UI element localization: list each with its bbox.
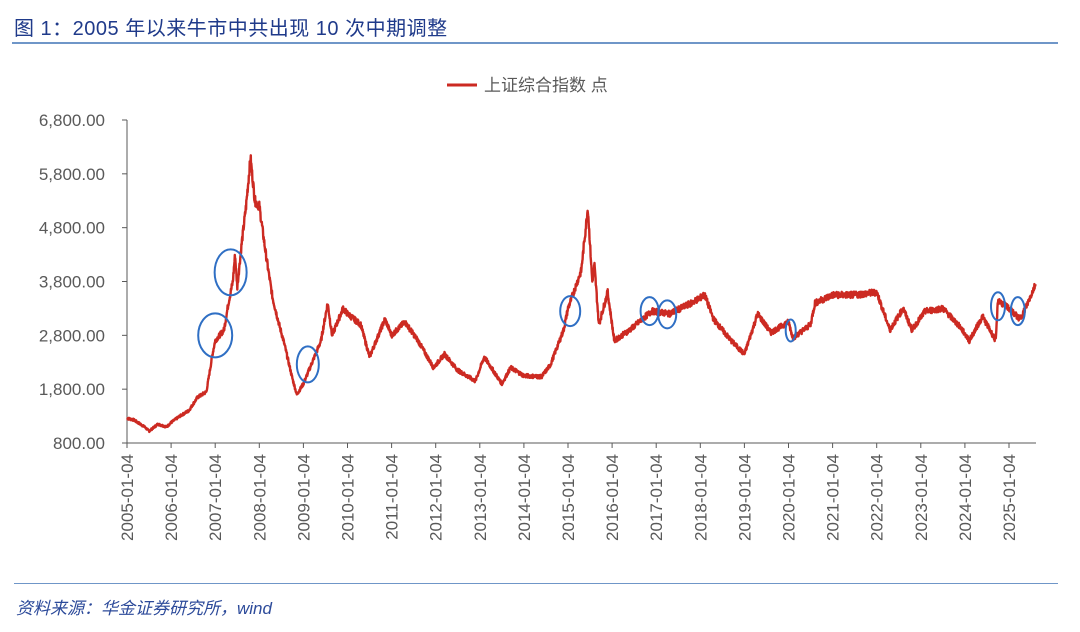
line-chart: 上证综合指数 点 800.00 1,800.00 2,800.00 3,800.00 4…	[39, 76, 1037, 541]
x-tick-label: 2007-01-04	[206, 454, 225, 541]
correction-circle	[657, 299, 678, 330]
x-tick-label: 2015-01-04	[559, 454, 578, 541]
source-note: 资料来源：华金证券研究所，wind	[16, 599, 272, 618]
correction-circle	[989, 291, 1006, 322]
correction-circle	[295, 345, 320, 384]
x-tick-label: 2024-01-04	[956, 454, 975, 541]
x-tick-label: 2009-01-04	[294, 454, 313, 541]
y-tick-label: 4,800.00	[39, 219, 105, 238]
legend: 上证综合指数 点	[447, 76, 608, 95]
correction-circle	[197, 312, 234, 359]
x-tick-label: 2023-01-04	[912, 454, 931, 541]
correction-circle	[784, 318, 797, 343]
x-tick-label: 2017-01-04	[647, 454, 666, 541]
correction-circle	[213, 248, 248, 297]
x-tick-label: 2021-01-04	[824, 454, 843, 541]
x-tick-label: 2005-01-04	[118, 454, 137, 541]
x-tick-label: 2013-01-04	[471, 454, 490, 541]
x-tick-label: 2020-01-04	[780, 454, 799, 541]
y-tick-label: 1,800.00	[39, 380, 105, 399]
x-tick-label: 2018-01-04	[691, 454, 710, 541]
correction-circle	[559, 295, 582, 328]
y-tick-label: 3,800.00	[39, 273, 105, 292]
legend-label: 上证综合指数 点	[484, 76, 608, 95]
title-divider	[12, 42, 1058, 44]
series-line-shanghai-composite	[126, 154, 1037, 434]
y-tick-label: 2,800.00	[39, 326, 105, 345]
x-tick-label: 2022-01-04	[868, 454, 887, 541]
x-tick-label: 2014-01-04	[515, 454, 534, 541]
y-tick-label: 800.00	[53, 434, 105, 453]
x-tick-label: 2016-01-04	[603, 454, 622, 541]
x-tick-label: 2006-01-04	[162, 454, 181, 541]
y-tick-label: 5,800.00	[39, 165, 105, 184]
y-tick-label: 6,800.00	[39, 111, 105, 130]
source-divider	[14, 583, 1058, 584]
correction-circle	[1009, 296, 1026, 327]
x-tick-label: 2010-01-04	[339, 454, 358, 541]
x-tick-label: 2008-01-04	[250, 454, 269, 541]
x-tick-label: 2025-01-04	[1000, 454, 1019, 541]
x-tick-label: 2012-01-04	[427, 454, 446, 541]
x-tick-label: 2019-01-04	[735, 454, 754, 541]
x-tick-label: 2011-01-04	[383, 454, 402, 540]
figure-title: 图 1：2005 年以来牛市中共出现 10 次中期调整	[14, 18, 448, 40]
